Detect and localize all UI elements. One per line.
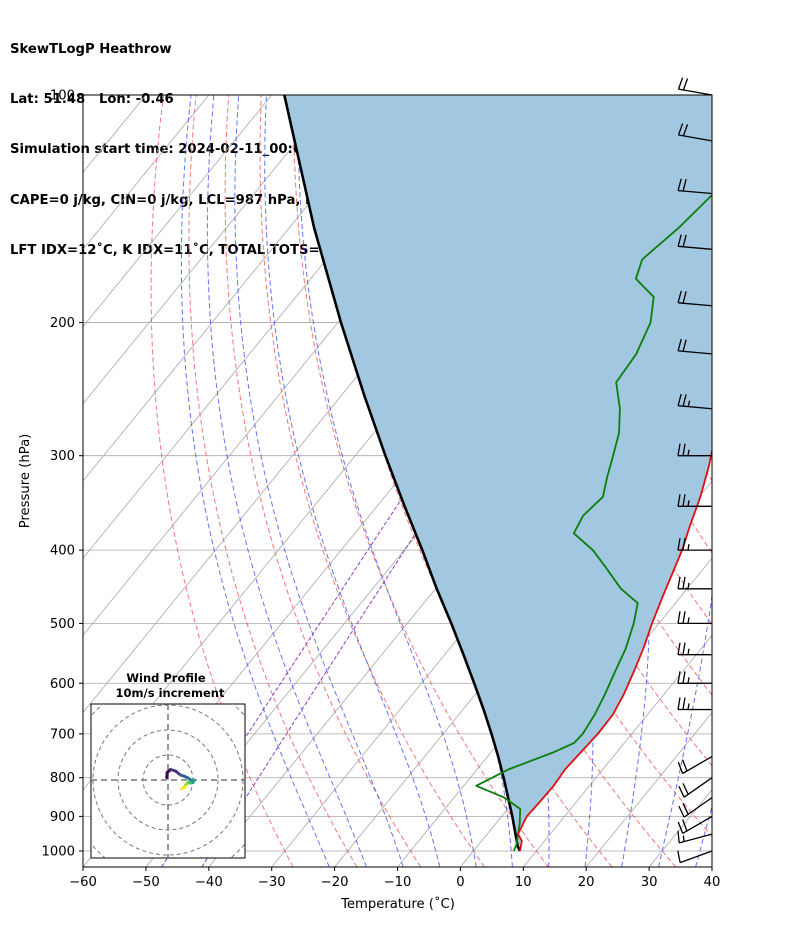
y-axis-label: Pressure (hPa)	[18, 434, 33, 529]
y-tick-label: 100	[50, 89, 75, 104]
y-tick-label: 800	[50, 771, 75, 786]
wind-barbs	[677, 77, 713, 864]
x-tick-label: 10	[515, 875, 532, 890]
wind-barb	[677, 697, 713, 711]
y-tick-label: 1000	[41, 844, 75, 859]
isotherm	[585, 711, 712, 867]
dry-adiabat	[150, 95, 294, 867]
temperature-line	[517, 446, 712, 852]
dry-adiabat	[188, 95, 358, 867]
wind-barb	[677, 178, 713, 195]
wind-barb	[677, 611, 713, 625]
wind-barb	[677, 830, 713, 844]
dry-adiabat	[224, 95, 422, 867]
y-tick-label: 600	[50, 677, 75, 692]
y-tick-label: 300	[50, 449, 75, 464]
x-tick-label: −60	[69, 875, 97, 890]
hodograph: Wind Profile 10m/s increment	[90, 671, 246, 859]
hodograph-subtitle: 10m/s increment	[116, 686, 225, 700]
isotherm	[83, 95, 335, 405]
x-tick-label: −50	[132, 875, 160, 890]
x-tick-label: −10	[384, 875, 412, 890]
cin-area	[284, 95, 712, 851]
moist-adiabat	[264, 95, 441, 867]
wind-barb	[677, 537, 713, 551]
x-tick-label: −40	[195, 875, 223, 890]
isotherm	[83, 95, 398, 482]
isotherm	[522, 634, 712, 867]
moist-adiabat	[644, 95, 712, 867]
wind-barb	[677, 123, 713, 142]
x-tick-label: −20	[321, 875, 349, 890]
wind-barb	[677, 290, 713, 307]
x-tick-label: 30	[641, 875, 658, 890]
x-axis-label: Temperature (˚C)	[340, 895, 455, 912]
dry-adiabat	[750, 95, 794, 867]
chart-title: SkewTLogP Heathrow	[10, 41, 172, 57]
wind-barb	[677, 671, 713, 684]
y-tick-label: 900	[50, 810, 75, 825]
wind-barb	[677, 815, 713, 834]
wind-barb	[677, 393, 713, 410]
wind-barb	[677, 850, 713, 864]
wind-barb	[677, 576, 713, 590]
y-tick-label: 200	[50, 316, 75, 331]
wind-barb	[677, 443, 713, 457]
moist-adiabat	[180, 95, 330, 867]
x-tick-label: 0	[456, 875, 464, 890]
wind-barb	[678, 797, 713, 818]
y-tick-label: 400	[50, 544, 75, 559]
dry-adiabat	[293, 95, 549, 867]
moist-adiabat	[206, 95, 367, 867]
x-tick-label: −30	[258, 875, 286, 890]
y-tick-label: 700	[50, 727, 75, 742]
hodograph-segment	[180, 786, 185, 791]
wind-barb	[677, 77, 713, 96]
axis-ticks: −60 −50 −40 −30 −20 −10 0 10 20 30 40 100 200 300 400 5…	[41, 89, 720, 891]
moist-adiabat	[297, 95, 477, 867]
wind-barb	[677, 494, 713, 507]
dewpoint-line	[475, 193, 712, 852]
isotherm	[83, 95, 84, 96]
wind-barb	[678, 777, 713, 798]
hodograph-title: Wind Profile	[126, 671, 206, 685]
isotherm	[83, 95, 210, 251]
wind-barb	[677, 338, 713, 355]
wind-barb	[677, 755, 713, 775]
cape-cin-shading	[284, 95, 712, 851]
isotherm	[775, 95, 794, 867]
wind-barb	[677, 234, 713, 250]
parcel-line	[283, 95, 522, 852]
hodograph-content	[91, 704, 245, 858]
x-tick-label: 20	[578, 875, 595, 890]
profiles	[283, 95, 712, 852]
isotherm	[83, 95, 273, 328]
isotherm	[711, 866, 712, 867]
x-tick-label: 40	[704, 875, 721, 890]
wind-barb	[677, 642, 713, 656]
dry-adiabat	[717, 95, 794, 867]
moist-adiabat	[234, 95, 404, 867]
y-tick-label: 500	[50, 617, 75, 632]
